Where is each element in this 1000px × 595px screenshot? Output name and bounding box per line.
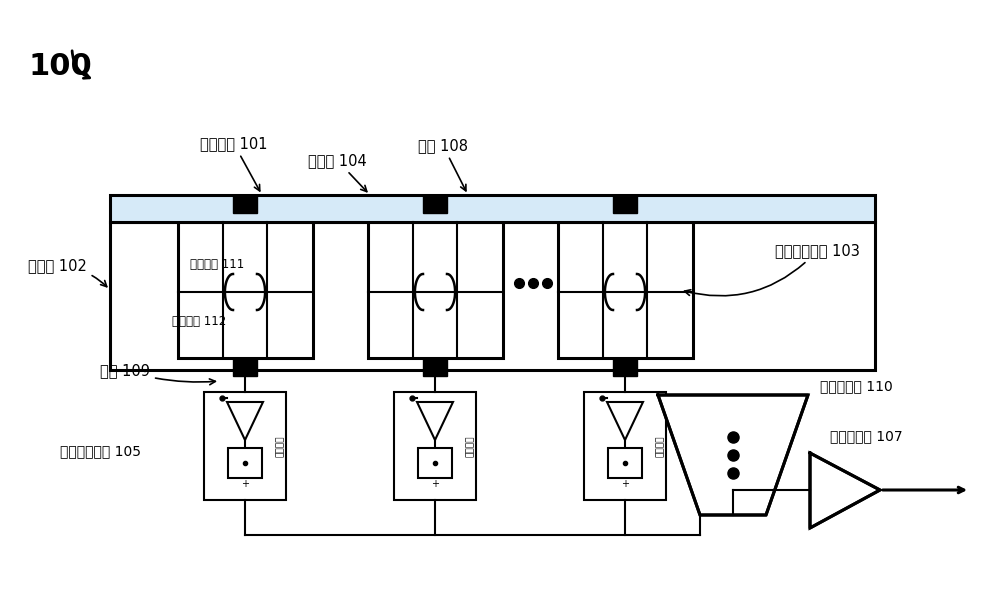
Bar bbox=[613, 195, 637, 213]
Text: +: + bbox=[621, 479, 629, 489]
Text: +: + bbox=[241, 479, 249, 489]
Bar bbox=[204, 392, 286, 500]
Bar bbox=[110, 195, 875, 222]
Text: 电极 108: 电极 108 bbox=[418, 138, 468, 191]
Bar bbox=[233, 195, 257, 213]
Text: 纳米孔 104: 纳米孔 104 bbox=[308, 153, 367, 192]
Bar bbox=[584, 392, 666, 500]
Bar bbox=[423, 358, 447, 376]
Text: +: + bbox=[431, 479, 439, 489]
Text: 电路单元: 电路单元 bbox=[276, 436, 285, 457]
Polygon shape bbox=[417, 402, 453, 440]
Bar bbox=[558, 222, 693, 358]
Text: 磷脂双分子膜 103: 磷脂双分子膜 103 bbox=[685, 243, 860, 296]
Bar bbox=[423, 195, 447, 213]
Bar bbox=[608, 448, 642, 478]
Polygon shape bbox=[810, 453, 880, 528]
Text: 多路选泽器 110: 多路选泽器 110 bbox=[820, 379, 893, 393]
Text: 电极 109: 电极 109 bbox=[100, 363, 215, 385]
Text: 模数转换器 107: 模数转换器 107 bbox=[830, 429, 903, 443]
Text: 第一隔室 111: 第一隔室 111 bbox=[190, 258, 244, 271]
Polygon shape bbox=[607, 402, 643, 440]
Text: 测量电路单元 105: 测量电路单元 105 bbox=[60, 444, 141, 458]
Bar bbox=[418, 448, 452, 478]
Text: 电路单元: 电路单元 bbox=[466, 436, 475, 457]
Bar bbox=[368, 222, 503, 358]
Text: 测试腔 102: 测试腔 102 bbox=[28, 258, 107, 287]
Text: 电路单元: 电路单元 bbox=[656, 436, 664, 457]
Bar bbox=[233, 358, 257, 376]
Text: 第二隔室 112: 第二隔室 112 bbox=[172, 315, 226, 328]
Text: 公共电极 101: 公共电极 101 bbox=[200, 136, 268, 191]
Bar bbox=[613, 358, 637, 376]
Bar bbox=[110, 222, 875, 370]
Bar bbox=[178, 222, 313, 358]
Polygon shape bbox=[227, 402, 263, 440]
Polygon shape bbox=[658, 395, 808, 515]
Bar bbox=[394, 392, 476, 500]
Text: 100: 100 bbox=[28, 52, 92, 81]
Bar bbox=[228, 448, 262, 478]
